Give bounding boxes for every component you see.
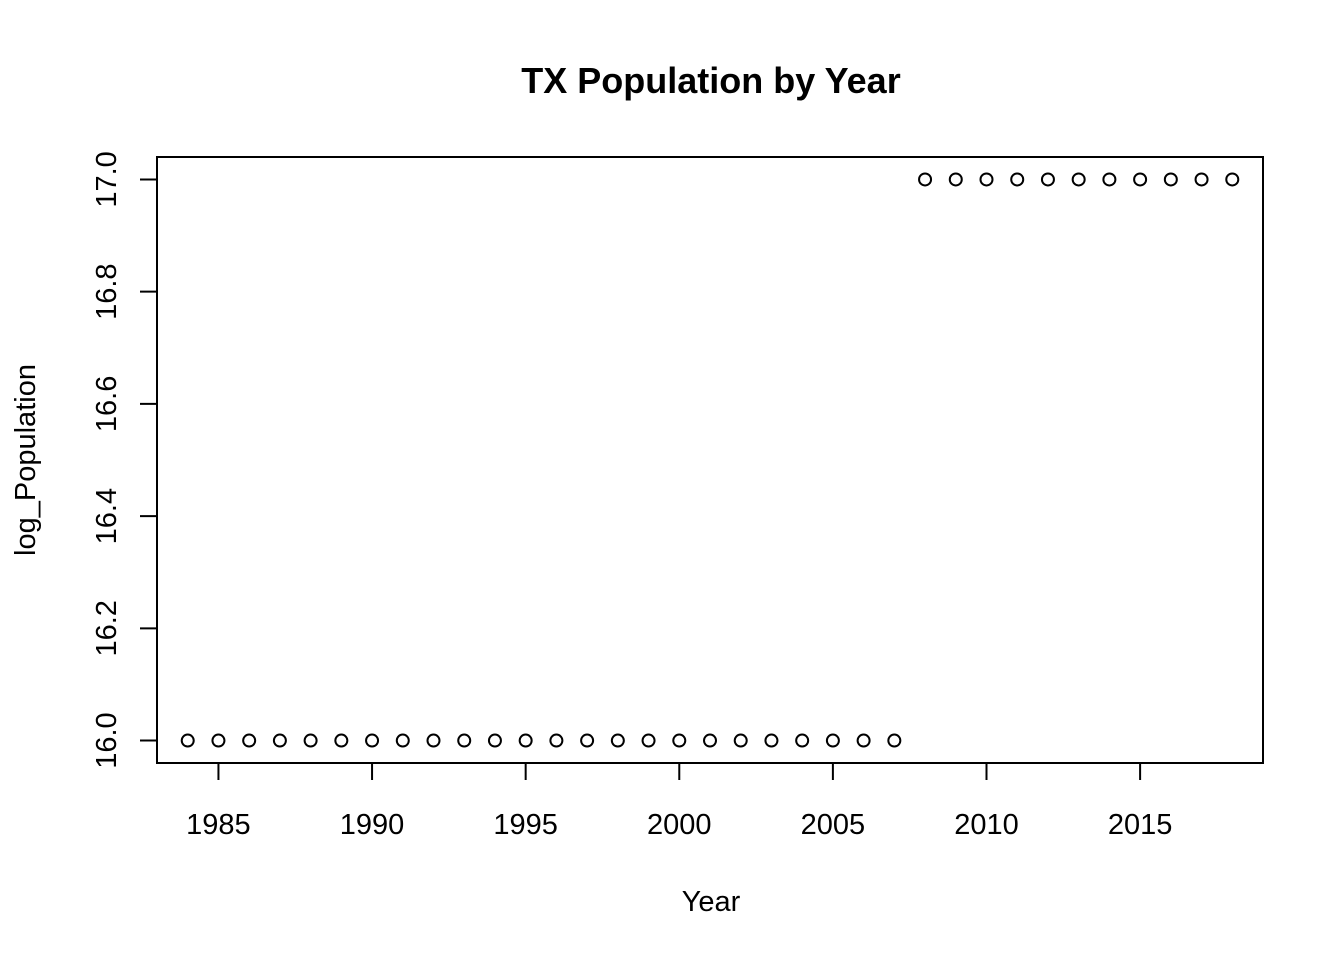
- data-point: [825, 733, 840, 748]
- data-point: [795, 733, 810, 748]
- data-point: [518, 733, 533, 748]
- data-point: [1071, 172, 1086, 187]
- data-point: [764, 733, 779, 748]
- data-point: [1040, 172, 1055, 187]
- data-point: [703, 733, 717, 748]
- data-point: [211, 733, 226, 748]
- y-tick-label: 16.2: [91, 600, 123, 656]
- y-tick-label: 16.8: [91, 263, 123, 319]
- data-point: [1163, 172, 1178, 187]
- data-point: [1225, 172, 1240, 187]
- data-point: [1194, 172, 1209, 187]
- data-point: [180, 733, 195, 748]
- data-point: [457, 733, 472, 748]
- y-tick-label: 17.0: [91, 151, 123, 207]
- data-point: [487, 733, 502, 748]
- data-points: [180, 172, 1240, 748]
- data-point: [610, 733, 625, 748]
- data-point: [1102, 172, 1117, 187]
- data-point: [549, 733, 564, 748]
- data-point: [948, 172, 963, 187]
- data-point: [303, 733, 318, 748]
- data-point: [1133, 172, 1148, 187]
- y-tick-label: 16.4: [91, 488, 123, 544]
- data-point: [580, 733, 595, 748]
- chart-title: TX Population by Year: [521, 60, 900, 101]
- data-point: [887, 733, 902, 748]
- x-tick-label: 2015: [1108, 809, 1173, 841]
- y-axis: 16.0 16.2 16.4 16.6 16.8 17.0: [91, 151, 158, 769]
- y-tick-label: 16.0: [91, 712, 123, 768]
- x-axis-label: Year: [682, 886, 741, 918]
- x-tick-label: 1985: [186, 809, 251, 841]
- data-point: [641, 733, 656, 748]
- data-point: [1010, 172, 1025, 187]
- x-tick-label: 1995: [493, 809, 558, 841]
- data-point: [733, 733, 748, 748]
- y-axis-label: log_Population: [10, 364, 42, 556]
- data-point: [365, 733, 380, 748]
- x-tick-label: 1990: [340, 809, 405, 841]
- x-tick-label: 2010: [954, 809, 1019, 841]
- x-tick-label: 2000: [647, 809, 712, 841]
- data-point: [426, 733, 441, 748]
- data-point: [334, 733, 349, 748]
- y-tick-label: 16.6: [91, 376, 123, 432]
- x-axis: 1985 1990 1995 2000 2005 2010 2015: [186, 762, 1173, 841]
- data-point: [856, 733, 871, 748]
- data-point: [672, 733, 687, 748]
- x-tick-label: 2005: [801, 809, 866, 841]
- data-point: [918, 172, 933, 187]
- data-point: [979, 172, 994, 187]
- data-point: [272, 733, 287, 748]
- data-point: [242, 733, 257, 748]
- data-point: [395, 733, 410, 748]
- plot-frame: [156, 156, 1264, 764]
